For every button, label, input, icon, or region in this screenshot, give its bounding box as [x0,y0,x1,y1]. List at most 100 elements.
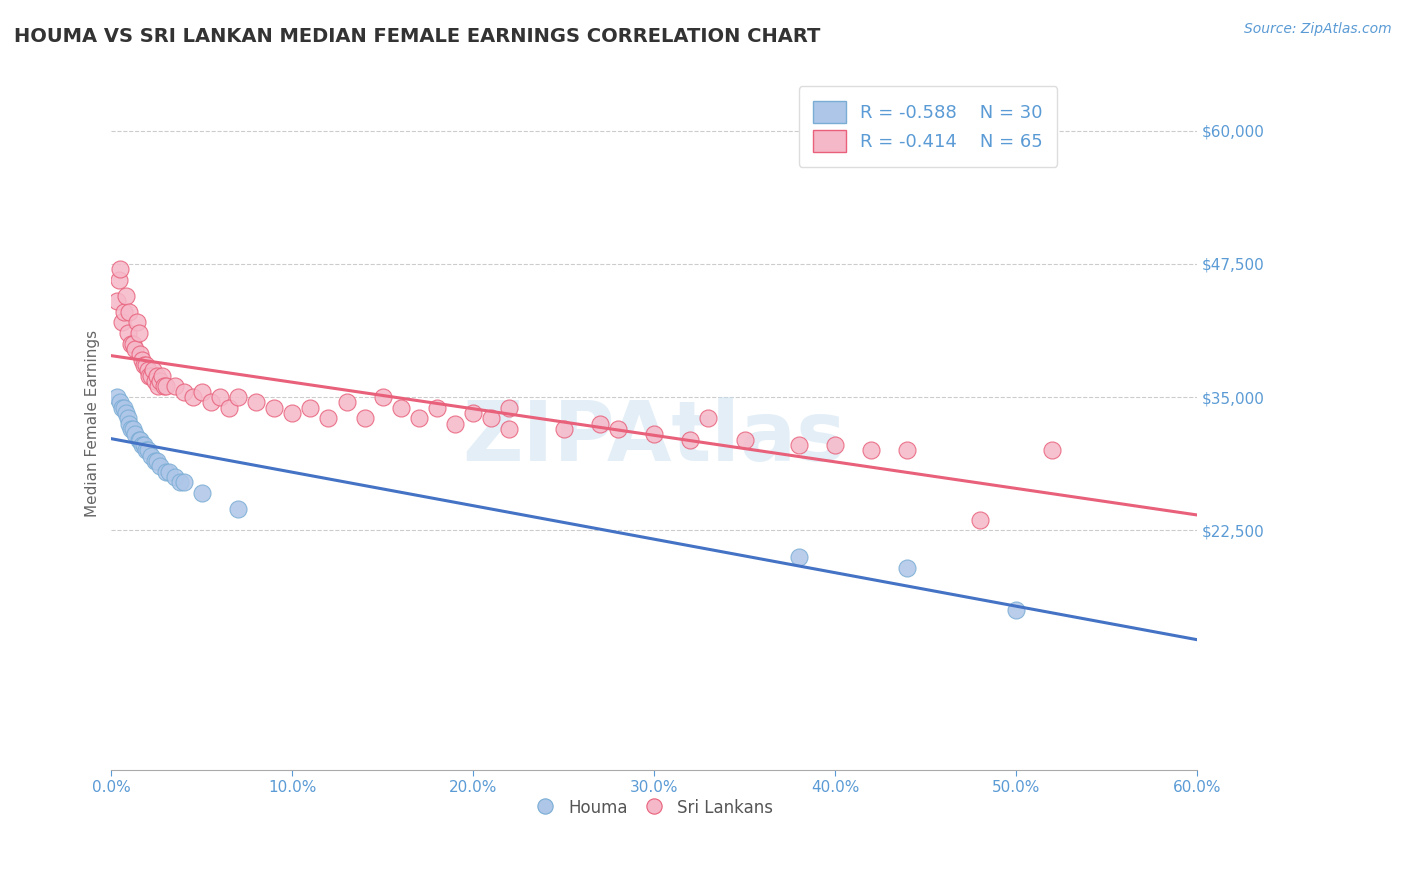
Point [463,406,485,420]
Point [124,427,146,442]
Point [734,433,756,447]
Point [155,465,177,479]
Point [128,433,150,447]
Y-axis label: Median Female Earnings: Median Female Earnings [86,330,100,517]
Point [498,422,520,436]
Point [173,384,195,399]
Point [120,422,142,436]
Point [110,262,132,277]
Point [163,470,186,484]
Point [860,443,883,458]
Point [408,411,430,425]
Point [371,390,394,404]
Point [138,368,160,383]
Point [132,438,155,452]
Legend: Houma, Sri Lankans: Houma, Sri Lankans [529,792,780,824]
Point [117,411,139,425]
Point [553,422,575,436]
Point [589,417,612,431]
Point [173,475,195,490]
Point [389,401,412,415]
Point [149,374,172,388]
Point [896,560,918,574]
Point [117,326,139,340]
Point [169,475,191,490]
Point [111,316,134,330]
Point [131,438,153,452]
Point [896,443,918,458]
Point [141,449,163,463]
Point [824,438,846,452]
Point [498,401,520,415]
Point [191,486,214,500]
Point [150,368,173,383]
Point [131,352,153,367]
Point [153,379,176,393]
Point [115,289,138,303]
Point [145,454,167,468]
Point [115,406,138,420]
Point [105,390,128,404]
Point [122,336,145,351]
Point [181,390,204,404]
Point [111,401,134,415]
Point [191,384,214,399]
Point [112,401,135,415]
Point [135,358,157,372]
Point [129,433,152,447]
Point [148,379,170,393]
Point [299,401,322,415]
Point [245,395,267,409]
Point [218,401,240,415]
Point [149,459,172,474]
Text: Source: ZipAtlas.com: Source: ZipAtlas.com [1244,22,1392,37]
Point [787,549,810,564]
Point [335,395,357,409]
Point [112,305,135,319]
Point [107,273,129,287]
Point [141,368,163,383]
Point [1005,603,1028,617]
Point [122,422,145,436]
Point [124,342,146,356]
Point [226,390,249,404]
Point [226,502,249,516]
Point [679,433,702,447]
Point [157,465,180,479]
Point [263,401,285,415]
Point [120,336,142,351]
Point [155,379,177,393]
Point [969,513,991,527]
Point [135,443,157,458]
Point [145,368,167,383]
Point [426,401,449,415]
Point [128,326,150,340]
Point [136,363,159,377]
Point [142,363,165,377]
Point [643,427,665,442]
Point [353,411,375,425]
Point [118,417,141,431]
Point [318,411,340,425]
Point [105,294,128,309]
Point [143,374,166,388]
Point [118,305,141,319]
Point [1040,443,1063,458]
Point [129,347,152,361]
Point [125,316,148,330]
Point [697,411,720,425]
Point [163,379,186,393]
Point [281,406,304,420]
Point [136,443,159,458]
Point [110,395,132,409]
Point [208,390,231,404]
Point [143,454,166,468]
Text: ZIPAtlas: ZIPAtlas [463,397,846,478]
Point [132,358,155,372]
Point [200,395,222,409]
Point [444,417,467,431]
Point [606,422,628,436]
Point [479,411,502,425]
Text: HOUMA VS SRI LANKAN MEDIAN FEMALE EARNINGS CORRELATION CHART: HOUMA VS SRI LANKAN MEDIAN FEMALE EARNIN… [14,27,821,45]
Point [787,438,810,452]
